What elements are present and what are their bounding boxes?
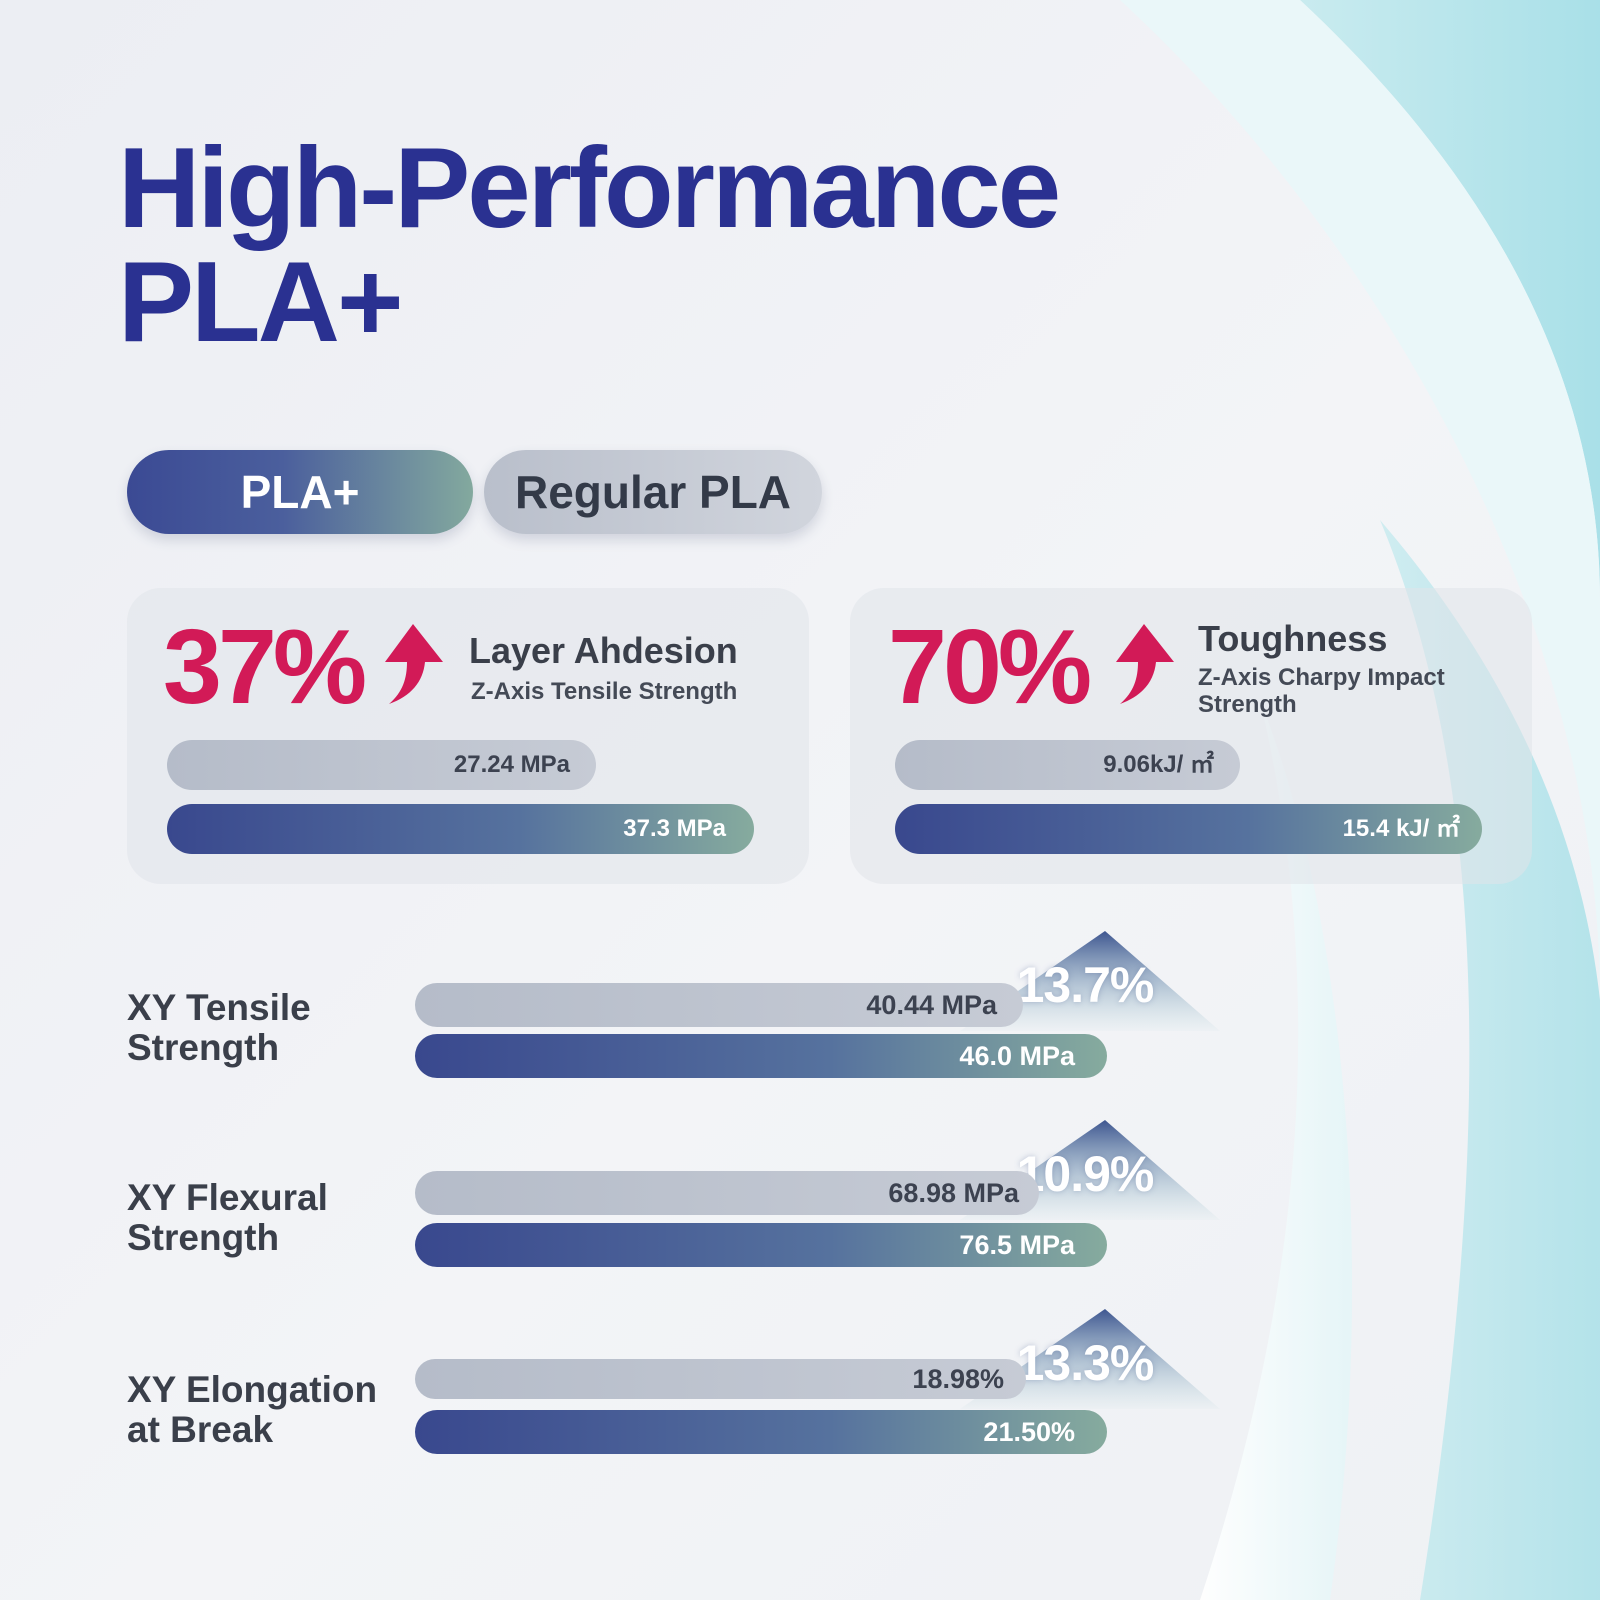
arrow-up-icon xyxy=(1116,624,1174,704)
improvement-badge: 13.7% xyxy=(950,926,1220,1036)
bar-regular-pla: 27.24 MPa xyxy=(167,740,596,790)
card-title: Toughness xyxy=(1198,618,1388,659)
bar-pla-plus: 76.5 MPa xyxy=(415,1223,1107,1267)
title-line-2: PLA+ xyxy=(118,239,404,366)
card-subtitle: Z-Axis Tensile Strength xyxy=(471,678,738,705)
bar-pla-plus: 37.3 MPa xyxy=(167,804,754,854)
card-layer-adhesion: 37% Layer Ahdesion Z-Axis Tensile Streng… xyxy=(127,588,809,884)
improvement-percent: 13.7% xyxy=(1016,957,1155,1013)
arrow-up-icon xyxy=(385,624,443,704)
row-label-line-1: XY Flexural xyxy=(127,1177,328,1218)
row-label-xy-flexural: XY Flexural Strength xyxy=(127,1178,328,1258)
bar-pla-plus: 21.50% xyxy=(415,1410,1107,1454)
bar-regular-pla: 68.98 MPa xyxy=(415,1171,1039,1215)
card-subtitle-line-2: Strength xyxy=(1198,691,1297,718)
row-label-line-2: Strength xyxy=(127,1217,280,1258)
row-label-line-1: XY Elongation xyxy=(127,1369,378,1410)
improvement-percent: 37% xyxy=(163,608,367,726)
legend-regular-pla: Regular PLA xyxy=(484,450,822,534)
row-label-line-1: XY Tensile xyxy=(127,987,311,1028)
row-label-xy-tensile: XY Tensile Strength xyxy=(127,988,311,1068)
row-label-line-2: Strength xyxy=(127,1027,280,1068)
row-label-line-2: at Break xyxy=(127,1409,274,1450)
improvement-percent: 70% xyxy=(888,608,1092,726)
improvement-percent: 10.9% xyxy=(1016,1146,1155,1202)
card-title: Layer Ahdesion xyxy=(469,630,738,671)
card-toughness: 70% Toughness Z-Axis Charpy Impact Stren… xyxy=(850,588,1532,884)
legend-pla-plus: PLA+ xyxy=(127,450,473,534)
triangle-up-icon xyxy=(960,931,1220,1031)
improvement-percent: 13.3% xyxy=(1016,1335,1155,1391)
page-title: High-Performance PLA+ xyxy=(118,125,1061,366)
row-label-xy-elongation: XY Elongation at Break xyxy=(127,1370,377,1450)
bar-regular-pla: 18.98% xyxy=(415,1359,1026,1399)
card-subtitle-line-1: Z-Axis Charpy Impact xyxy=(1198,664,1445,691)
bar-pla-plus: 46.0 MPa xyxy=(415,1034,1107,1078)
bar-pla-plus: 15.4 kJ/ ㎡ xyxy=(895,804,1482,854)
bar-regular-pla: 40.44 MPa xyxy=(415,983,1023,1027)
title-line-1: High-Performance xyxy=(118,125,1061,252)
bar-regular-pla: 9.06kJ/ ㎡ xyxy=(895,740,1240,790)
